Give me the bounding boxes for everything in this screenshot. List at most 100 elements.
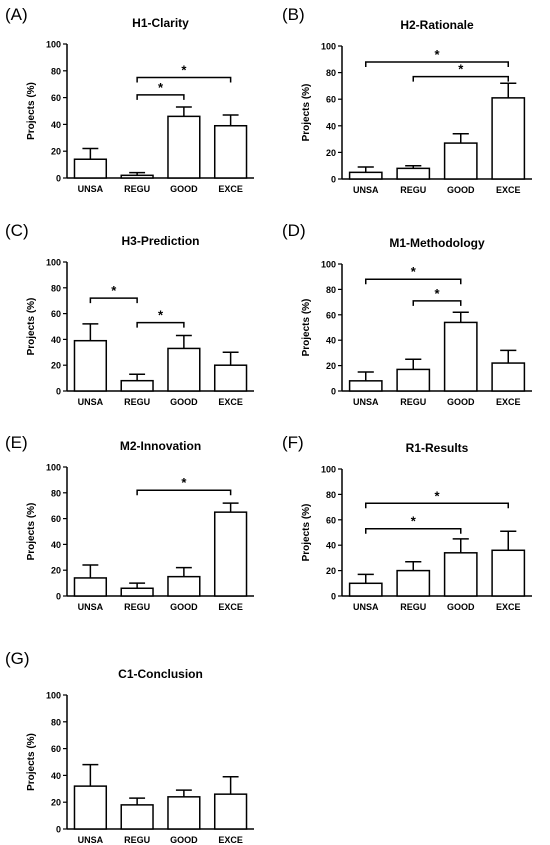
y-tick-label: 0 <box>331 592 336 602</box>
bar <box>213 793 248 830</box>
bar <box>73 577 108 597</box>
bar <box>213 511 248 597</box>
y-tick-label: 60 <box>51 744 61 754</box>
significance-marker: * <box>181 475 187 490</box>
y-axis-label: Projects (%) <box>26 503 37 561</box>
x-tick-label: EXCE <box>496 397 521 407</box>
panel-label: (D) <box>282 221 306 240</box>
x-tick-label: EXCE <box>496 602 521 612</box>
bar <box>120 587 154 597</box>
significance-marker: * <box>111 283 117 298</box>
y-tick-label: 80 <box>326 68 336 78</box>
y-tick-label: 80 <box>326 490 336 500</box>
y-tick-label: 40 <box>326 336 336 346</box>
significance-marker: * <box>411 264 417 279</box>
chart-panel: (B) H2-Rationale Projects (%) 0 20 40 60 80 100 U… <box>282 5 532 195</box>
y-tick-label: 40 <box>326 541 336 551</box>
panel-label: (E) <box>5 433 28 452</box>
y-tick-label: 80 <box>51 488 61 498</box>
x-tick-label: REGU <box>124 184 150 194</box>
chart-panel: (G) C1-Conclusion Projects (%) 0 20 40 60 80 100… <box>5 649 254 845</box>
bar <box>73 158 108 179</box>
significance-bracket <box>412 300 462 306</box>
x-tick-label: EXCE <box>218 184 243 194</box>
bar <box>120 379 154 392</box>
x-tick-label: GOOD <box>170 184 198 194</box>
x-tick-label: GOOD <box>170 397 198 407</box>
x-tick-label: REGU <box>124 397 150 407</box>
y-axis-label: Projects (%) <box>301 504 312 562</box>
significance-marker: * <box>434 47 440 62</box>
y-tick-label: 80 <box>51 717 61 727</box>
y-tick-label: 0 <box>56 174 61 184</box>
y-tick-label: 20 <box>326 148 336 158</box>
significance-bracket <box>365 278 462 285</box>
bar <box>491 362 526 392</box>
y-tick-label: 60 <box>51 309 61 319</box>
panel-label: (A) <box>5 5 28 24</box>
x-tick-label: REGU <box>124 835 150 845</box>
x-tick-label: GOOD <box>170 835 198 845</box>
y-tick-label: 100 <box>46 258 61 268</box>
y-tick-label: 40 <box>51 540 61 550</box>
bar <box>213 364 248 392</box>
significance-bracket <box>136 489 232 496</box>
bar <box>396 368 431 392</box>
y-tick-label: 40 <box>51 120 61 130</box>
bar <box>491 549 526 597</box>
chart-panel: (E) M2-Innovation Projects (%) 0 20 40 60 80 100… <box>5 433 254 612</box>
bar <box>167 115 201 179</box>
significance-bracket <box>136 321 185 328</box>
x-tick-label: UNSA <box>78 184 104 194</box>
x-tick-label: UNSA <box>353 185 379 195</box>
y-tick-label: 20 <box>51 361 61 371</box>
bar <box>396 569 431 597</box>
x-tick-label: UNSA <box>78 602 104 612</box>
chart-title: R1-Results <box>406 441 469 455</box>
bar <box>167 796 201 830</box>
bar <box>120 804 154 830</box>
y-tick-label: 0 <box>56 592 61 602</box>
chart-panel: (D) M1-Methodology Projects (%) 0 20 40 60 80 10… <box>282 221 532 407</box>
chart-panel: (C) H3-Prediction Projects (%) 0 20 40 60 80 100… <box>5 221 254 407</box>
x-tick-label: REGU <box>124 602 150 612</box>
panel-label: (F) <box>282 433 304 452</box>
significance-bracket <box>136 76 232 83</box>
bar <box>348 380 383 392</box>
y-tick-label: 0 <box>331 387 336 397</box>
bar <box>491 97 526 180</box>
y-tick-label: 0 <box>331 175 336 185</box>
y-tick-label: 0 <box>56 387 61 397</box>
chart-title: H1-Clarity <box>132 16 189 30</box>
y-tick-label: 40 <box>51 771 61 781</box>
x-tick-label: GOOD <box>170 602 198 612</box>
significance-marker: * <box>434 488 440 503</box>
bar <box>73 339 108 392</box>
y-tick-label: 40 <box>326 121 336 131</box>
chart-panel: (A) H1-Clarity Projects (%) 0 20 40 60 80 100 UNS… <box>5 5 254 194</box>
y-tick-label: 40 <box>51 335 61 345</box>
x-tick-label: GOOD <box>447 397 475 407</box>
y-axis-label: Projects (%) <box>301 299 312 357</box>
x-tick-label: GOOD <box>447 602 475 612</box>
x-tick-label: UNSA <box>78 835 104 845</box>
y-tick-label: 20 <box>326 361 336 371</box>
y-axis-label: Projects (%) <box>301 84 312 142</box>
significance-marker: * <box>458 62 464 77</box>
significance-bracket <box>136 94 185 100</box>
y-tick-label: 100 <box>321 260 336 270</box>
y-tick-label: 80 <box>51 66 61 76</box>
y-tick-label: 20 <box>326 566 336 576</box>
bar <box>348 582 383 597</box>
significance-marker: * <box>434 286 440 301</box>
chart-panel: (F) R1-Results Projects (%) 0 20 40 60 80 100 UNS… <box>282 433 532 612</box>
y-tick-label: 100 <box>321 465 336 475</box>
bar <box>73 785 108 830</box>
bar <box>120 174 154 179</box>
x-tick-label: GOOD <box>447 185 475 195</box>
y-tick-label: 80 <box>326 285 336 295</box>
chart-title: H2-Rationale <box>400 18 474 32</box>
y-tick-label: 60 <box>326 515 336 525</box>
y-tick-label: 60 <box>326 95 336 105</box>
